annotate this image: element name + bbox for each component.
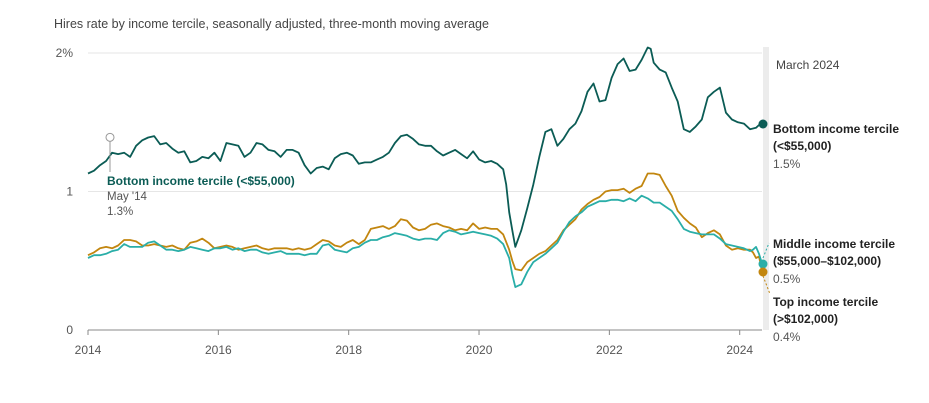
label-bottom-line-1: (<$55,000) [773, 139, 831, 153]
y-axis: 0 1 2% [56, 46, 74, 337]
series-line-bottom [87, 46, 763, 248]
may-2014-annotation: Bottom income tercile (<$55,000) May '14 1… [105, 132, 295, 218]
annotation-marker [105, 132, 115, 142]
leader-middle [762, 242, 770, 259]
endpoint-middle [758, 259, 768, 269]
x-tick-label-0: 2014 [75, 343, 102, 357]
endpoint-bottom [758, 119, 768, 129]
x-tick-label-1: 2016 [205, 343, 232, 357]
y-tick-label-0: 0 [66, 323, 73, 337]
endpoint-top [758, 267, 768, 277]
annotation-date: May '14 [107, 191, 148, 203]
label-middle-line-1: ($55,000–$102,000) [773, 254, 881, 268]
label-top-line-1: (>$102,000) [773, 312, 838, 326]
leader-top [762, 275, 771, 295]
label-bottom-value: 1.5% [773, 157, 801, 171]
y-tick-label-2: 2% [56, 46, 74, 60]
x-tick-label-3: 2020 [466, 343, 493, 357]
label-middle-value: 0.5% [773, 272, 801, 286]
end-labels: March 2024 Bottom income tercile (<$55,000… [758, 58, 899, 344]
series-lines [87, 46, 763, 288]
latest-date-label: March 2024 [776, 58, 840, 72]
latest-date-band [763, 47, 769, 330]
label-bottom-line-0: Bottom income tercile [773, 122, 899, 136]
label-top-value: 0.4% [773, 330, 801, 344]
label-middle-line-0: Middle income tercile [773, 237, 895, 251]
y-tick-label-1: 1 [66, 185, 73, 199]
series-line-top [87, 172, 763, 272]
chart-subtitle: Hires rate by income tercile, seasonally… [54, 17, 489, 31]
x-tick-label-2: 2018 [335, 343, 362, 357]
label-top-line-0: Top income tercile [773, 295, 878, 309]
annotation-value: 1.3% [107, 206, 133, 218]
annotation-title: Bottom income tercile (<$55,000) [107, 174, 295, 188]
x-tick-label-5: 2024 [726, 343, 753, 357]
x-axis: 2014 2016 2018 2020 2022 2024 [75, 329, 762, 357]
gridlines [88, 52, 762, 192]
series-line-middle [87, 194, 763, 288]
x-tick-label-4: 2022 [596, 343, 623, 357]
